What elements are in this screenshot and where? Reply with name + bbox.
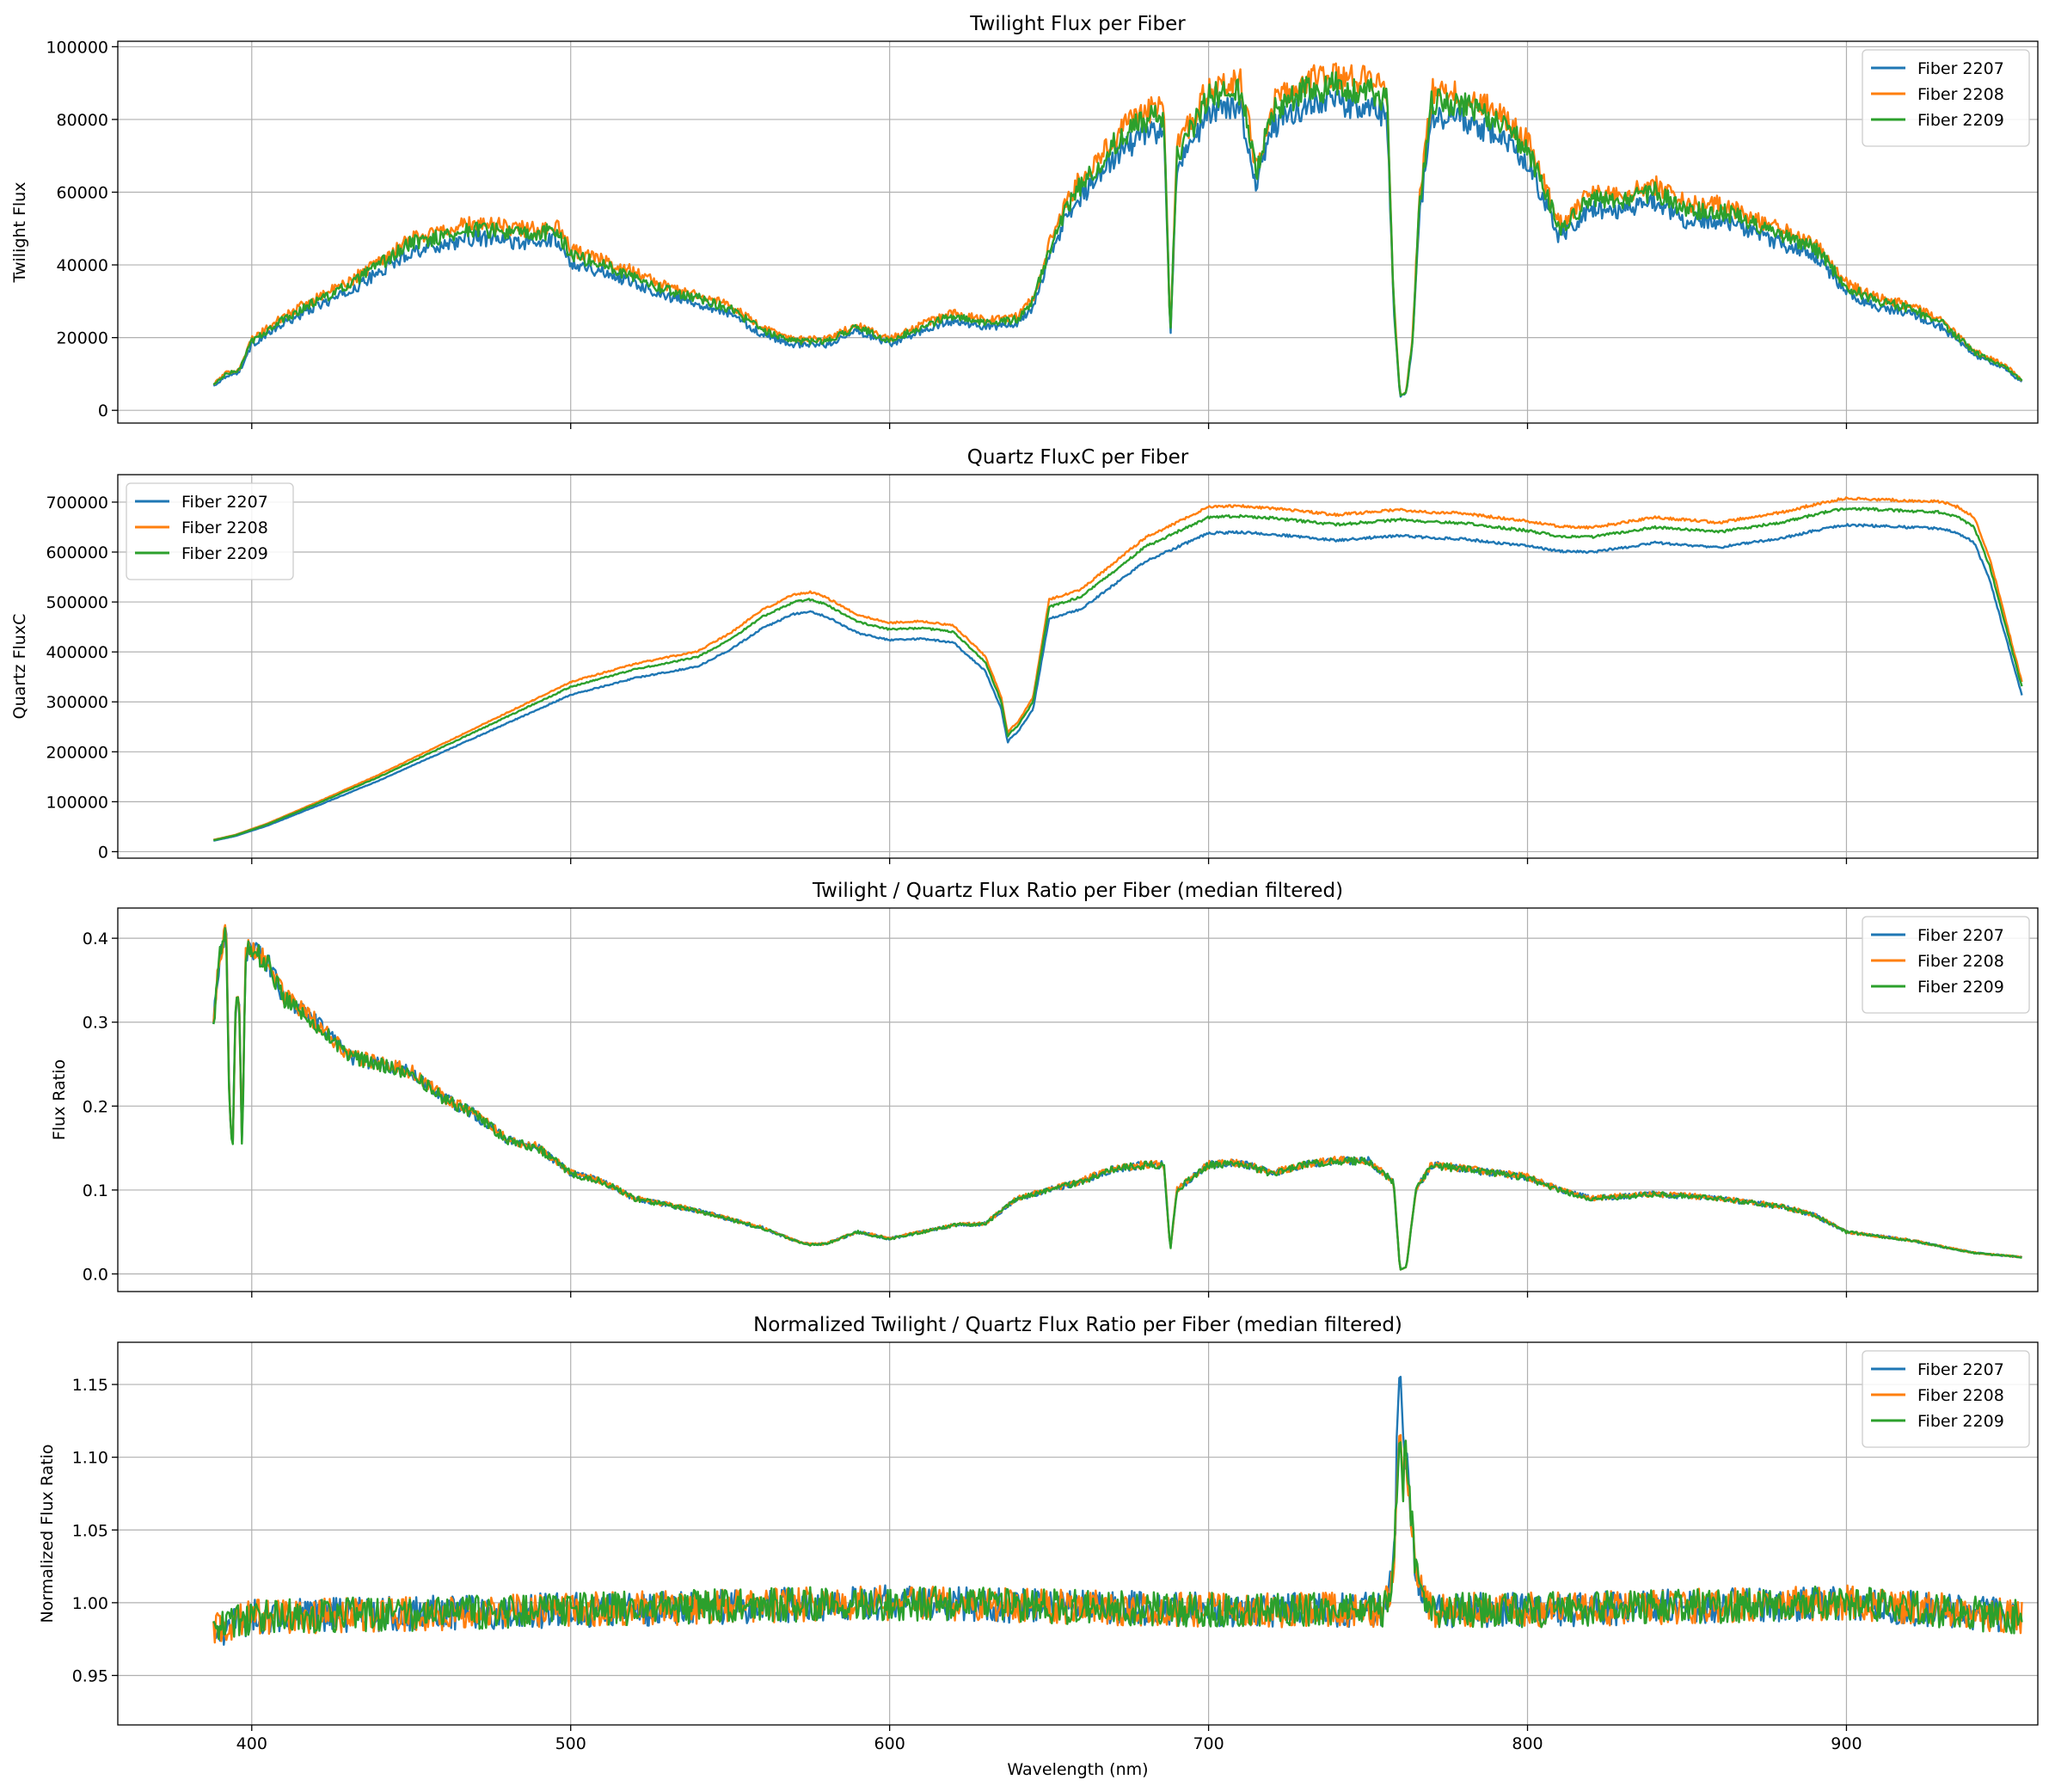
y-axis-label: Normalized Flux Ratio: [38, 1444, 57, 1623]
y-tick-label: 0.95: [72, 1666, 108, 1685]
y-tick-label: 0: [98, 843, 108, 862]
y-tick-label: 0.0: [83, 1266, 108, 1285]
y-tick-label: 1.15: [72, 1376, 108, 1395]
y-axis-label: Twilight Flux: [10, 182, 29, 284]
y-tick-label: 1.00: [72, 1594, 108, 1613]
y-tick-label: 0.1: [83, 1181, 108, 1200]
series-line-fiber-2209: [212, 927, 2022, 1271]
series-lines: [212, 62, 2023, 398]
axes-frame: [117, 474, 2039, 859]
legend-label: Fiber 2209: [1917, 111, 2004, 130]
legend-label: Fiber 2208: [1917, 1386, 2004, 1405]
y-tick-label: 100000: [46, 38, 108, 57]
legend-box: [1862, 49, 2030, 147]
legend: Fiber 2207 Fiber 2208 Fiber 2209: [1862, 916, 2030, 1014]
y-tick-label: 600000: [46, 543, 108, 562]
legend-label: Fiber 2208: [1917, 952, 2004, 971]
grid: [118, 908, 2038, 1292]
legend-label: Fiber 2207: [1917, 59, 2004, 78]
y-tick-label: 40000: [57, 256, 108, 275]
y-tick-label: 700000: [46, 494, 108, 512]
x-tick-label: 900: [1831, 1734, 1862, 1753]
legend: Fiber 2207 Fiber 2208 Fiber 2209: [1862, 1350, 2030, 1448]
panel-title: Twilight / Quartz Flux Ratio per Fiber (…: [812, 880, 1343, 902]
y-tick-label: 500000: [46, 593, 108, 612]
legend-box: [1862, 916, 2030, 1014]
panel-1: 0 20000 40000 60000 80000 100000 Twilight Flux…: [10, 13, 2039, 429]
grid: [118, 41, 2038, 423]
x-tick-label: 500: [555, 1734, 586, 1753]
legend-label: Fiber 2207: [1917, 926, 2004, 945]
panel-3: 0.0 0.1 0.2 0.3 0.4 Twilight / Quartz Flux Ra…: [50, 880, 2039, 1298]
y-tick-label: 100000: [46, 793, 108, 812]
series-line-fiber-2208: [212, 496, 2023, 841]
series-lines: [212, 496, 2023, 842]
legend-label: Fiber 2208: [1917, 85, 2004, 104]
y-tick-label: 300000: [46, 693, 108, 712]
x-tick-label: 600: [874, 1734, 905, 1753]
grid: [118, 1342, 2038, 1725]
x-tick-label: 700: [1193, 1734, 1224, 1753]
panel-2: 0 100000 200000 300000 400000 500000 600000 700…: [10, 446, 2039, 864]
y-tick-label: 0: [98, 402, 108, 420]
x-tick-label: 800: [1512, 1734, 1543, 1753]
series-line-fiber-2209: [212, 1439, 2023, 1641]
series-line-fiber-2207: [212, 523, 2023, 842]
y-tick-label: 60000: [57, 183, 108, 202]
axes-frame: [117, 40, 2039, 424]
y-tick-label: 0.2: [83, 1097, 108, 1116]
series-lines: [212, 924, 2023, 1271]
y-tick-label: 0.3: [83, 1014, 108, 1033]
legend-label: Fiber 2207: [181, 493, 268, 512]
series-lines: [212, 1376, 2023, 1646]
legend-label: Fiber 2209: [1917, 978, 2004, 997]
panel-title: Twilight Flux per Fiber: [969, 13, 1186, 35]
y-tick-label: 20000: [57, 329, 108, 348]
y-tick-label: 0.4: [83, 930, 108, 948]
series-line-fiber-2209: [213, 506, 2023, 842]
y-axis-label: Quartz FluxC: [10, 614, 29, 720]
grid: [118, 475, 2038, 858]
axes-frame: [117, 907, 2039, 1292]
panel-4: 400 500 600 700 800 900 0.95 1.00 1.05 1.10 1.15 No…: [38, 1314, 2039, 1779]
y-tick-label: 400000: [46, 643, 108, 662]
legend-label: Fiber 2209: [1917, 1412, 2004, 1431]
y-axis-label: Flux Ratio: [50, 1059, 69, 1140]
legend: Fiber 2207 Fiber 2208 Fiber 2209: [1862, 49, 2030, 147]
legend-label: Fiber 2209: [181, 544, 268, 563]
series-line-fiber-2208: [212, 924, 2022, 1271]
legend-label: Fiber 2208: [181, 519, 268, 537]
series-line-fiber-2207: [212, 925, 2023, 1271]
series-line-fiber-2209: [212, 71, 2023, 397]
axes-frame: [117, 1341, 2039, 1726]
y-tick-label: 200000: [46, 743, 108, 762]
y-tick-label: 1.10: [72, 1449, 108, 1468]
panel-title: Normalized Twilight / Quartz Flux Ratio …: [753, 1314, 1402, 1336]
legend-label: Fiber 2207: [1917, 1360, 2004, 1379]
y-tick-label: 80000: [57, 111, 108, 130]
legend-box: [1862, 1350, 2030, 1448]
panel-title: Quartz FluxC per Fiber: [967, 446, 1189, 469]
x-tick-label: 400: [236, 1734, 267, 1753]
legend-box: [126, 482, 294, 580]
legend: Fiber 2207 Fiber 2208 Fiber 2209: [126, 482, 294, 580]
y-tick-label: 1.05: [72, 1521, 108, 1540]
x-axis-label: Wavelength (nm): [1007, 1760, 1148, 1779]
